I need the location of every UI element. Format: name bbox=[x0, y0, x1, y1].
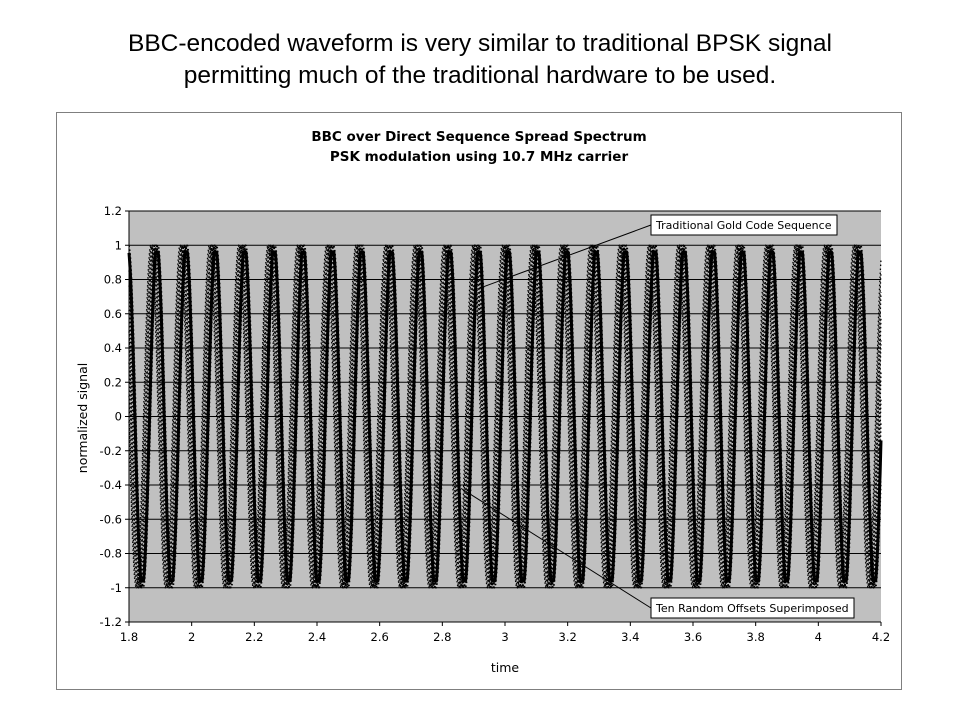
waveform-chart: 1.8 2 2.2 2.4 2.6 2.8 3 3.2 3.4 3.6 3.8 4 4.2 1.2 1 0.… bbox=[75, 204, 890, 675]
y-tick-label: 1.2 bbox=[104, 204, 122, 218]
callout-gold-code-leader bbox=[479, 224, 652, 289]
chart-title-line-1: BBC over Direct Sequence Spread Spectrum bbox=[311, 129, 647, 145]
y-tick-label: 0.2 bbox=[104, 375, 122, 389]
chart-title-line-2: PSK modulation using 10.7 MHz carrier bbox=[329, 149, 629, 165]
x-tick-label: 3 bbox=[501, 630, 508, 644]
y-tick-label: -1.2 bbox=[100, 615, 122, 629]
callout-random-offsets-leader bbox=[460, 488, 652, 609]
x-tick-label: 2.8 bbox=[433, 630, 451, 644]
x-tick-label: 2 bbox=[188, 630, 195, 644]
y-tick-label: -0.2 bbox=[100, 444, 122, 458]
x-axis-label: time bbox=[491, 660, 520, 675]
gold-code-series-line bbox=[127, 250, 883, 583]
callout-gold-code-text: Traditional Gold Code Sequence bbox=[655, 219, 832, 232]
random-offset-trace bbox=[128, 244, 882, 589]
x-tick-label: 1.8 bbox=[120, 630, 138, 644]
y-axis-ticks: 1.2 1 0.8 0.6 0.4 0.2 0 -0.2 -0.4 -0.6 -0.8 -1 -1.2 bbox=[100, 204, 129, 629]
x-tick-label: 3.2 bbox=[559, 630, 577, 644]
callout-random-offsets: Ten Random Offsets Superimposed bbox=[460, 488, 855, 619]
x-tick-label: 2.6 bbox=[371, 630, 389, 644]
y-tick-label: -1 bbox=[111, 581, 122, 595]
callout-gold-code: Traditional Gold Code Sequence bbox=[479, 214, 838, 289]
y-tick-label: -0.6 bbox=[100, 512, 122, 526]
chart-title: BBC over Direct Sequence Spread Spectrum… bbox=[57, 127, 901, 167]
y-tick-label: -0.8 bbox=[100, 547, 122, 561]
slide-title: BBC-encoded waveform is very similar to … bbox=[0, 28, 960, 92]
slide-title-line-2: permitting much of the traditional hardw… bbox=[183, 62, 777, 89]
y-axis-label: normalized signal bbox=[75, 363, 90, 473]
callout-gold-code-box bbox=[650, 214, 838, 236]
y-tick-label: -0.4 bbox=[100, 478, 122, 492]
callout-random-offsets-box bbox=[650, 597, 855, 619]
slide-title-line-1: BBC-encoded waveform is very similar to … bbox=[128, 30, 832, 57]
x-tick-label: 2.2 bbox=[245, 630, 263, 644]
x-tick-label: 2.4 bbox=[308, 630, 326, 644]
y-tick-label: 0.4 bbox=[104, 341, 122, 355]
y-tick-label: 1 bbox=[115, 238, 122, 252]
y-tick-label: 0.6 bbox=[104, 307, 122, 321]
callout-random-offsets-text: Ten Random Offsets Superimposed bbox=[655, 602, 849, 615]
x-tick-label: 4 bbox=[815, 630, 822, 644]
x-tick-label: 4.2 bbox=[872, 630, 890, 644]
x-axis-ticks: 1.8 2 2.2 2.4 2.6 2.8 3 3.2 3.4 3.6 3.8 4 4.2 bbox=[120, 622, 890, 644]
random-offset-trace bbox=[128, 244, 882, 589]
x-tick-label: 3.6 bbox=[684, 630, 702, 644]
x-tick-label: 3.8 bbox=[747, 630, 765, 644]
y-tick-label: 0 bbox=[115, 410, 122, 424]
x-tick-label: 3.4 bbox=[621, 630, 639, 644]
y-tick-label: 0.8 bbox=[104, 273, 122, 287]
chart-frame: BBC over Direct Sequence Spread Spectrum… bbox=[56, 112, 902, 690]
